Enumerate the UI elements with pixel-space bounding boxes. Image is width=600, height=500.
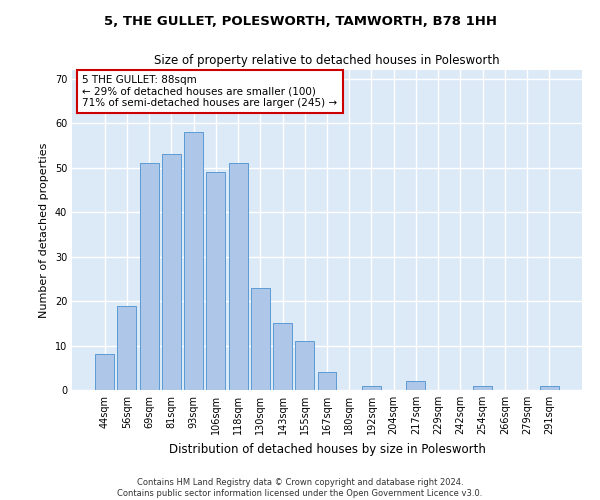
Bar: [95, 354, 114, 390]
Bar: [184, 132, 203, 390]
Bar: [317, 372, 337, 390]
Bar: [206, 172, 225, 390]
Text: Contains HM Land Registry data © Crown copyright and database right 2024.
Contai: Contains HM Land Registry data © Crown c…: [118, 478, 482, 498]
Bar: [295, 341, 314, 390]
Bar: [273, 324, 292, 390]
Bar: [406, 381, 425, 390]
Text: 5 THE GULLET: 88sqm
← 29% of detached houses are smaller (100)
71% of semi-detac: 5 THE GULLET: 88sqm ← 29% of detached ho…: [82, 75, 337, 108]
Bar: [473, 386, 492, 390]
X-axis label: Distribution of detached houses by size in Polesworth: Distribution of detached houses by size …: [169, 442, 485, 456]
Bar: [162, 154, 181, 390]
Bar: [540, 386, 559, 390]
Text: 5, THE GULLET, POLESWORTH, TAMWORTH, B78 1HH: 5, THE GULLET, POLESWORTH, TAMWORTH, B78…: [104, 15, 497, 28]
Title: Size of property relative to detached houses in Polesworth: Size of property relative to detached ho…: [154, 54, 500, 68]
Bar: [118, 306, 136, 390]
Bar: [229, 164, 248, 390]
Y-axis label: Number of detached properties: Number of detached properties: [39, 142, 49, 318]
Bar: [251, 288, 270, 390]
Bar: [362, 386, 381, 390]
Bar: [140, 164, 158, 390]
